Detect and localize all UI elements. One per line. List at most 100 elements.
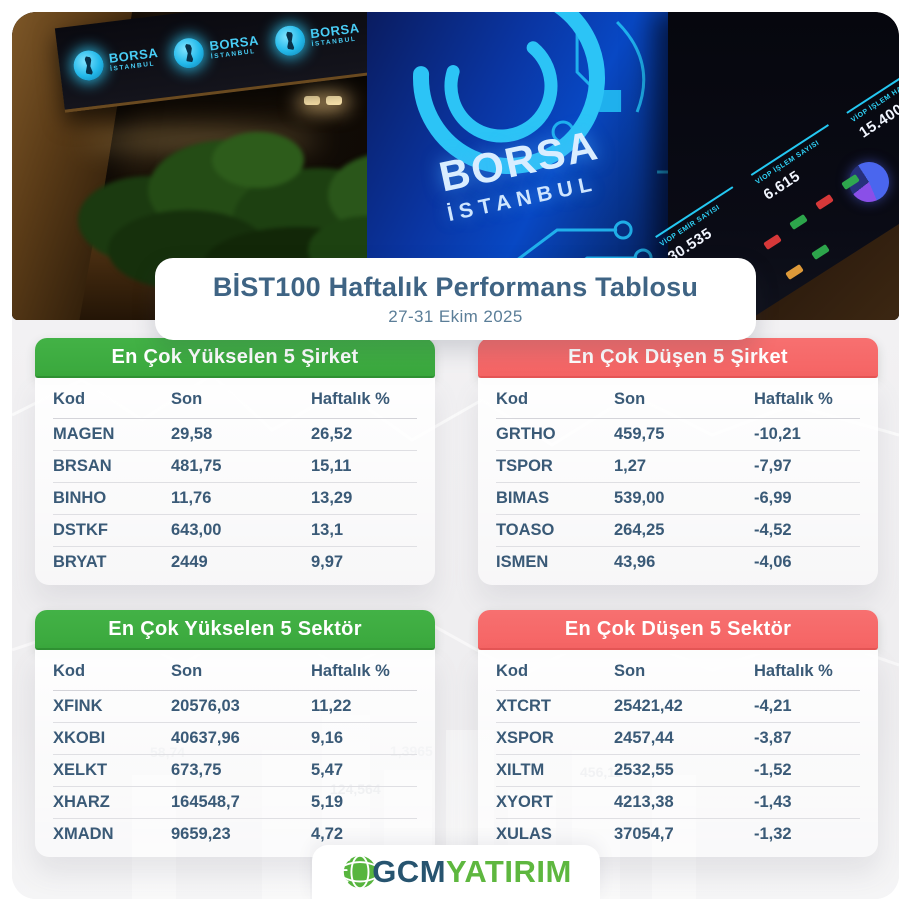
table-row: XFINK 20576,03 11,22 [53,691,417,723]
table-header-bar: En Çok Düşen 5 Şirket [478,338,878,378]
table-cell: 11,76 [171,489,212,507]
tables-area: 58,74 1,3965 124,564 456,12 En Çok Yükse… [12,320,899,899]
table-cell: 643,00 [171,521,222,539]
table-cell: 20576,03 [171,697,240,715]
ticker-chip [811,244,831,260]
table-row: XMADN 9659,23 4,72 [53,819,417,850]
table-cell: BRSAN [53,457,112,475]
table-row: XYORT 4213,38 -1,43 [496,787,860,819]
table-title: En Çok Yükselen 5 Şirket [111,345,359,368]
borsa-sign-logo: BORSA İSTANBUL [273,17,361,58]
table-cell: 164548,7 [171,793,240,811]
table-cell: 9,97 [311,553,344,571]
table-row: DSTKF 643,00 13,1 [53,515,417,547]
table-cell: 25421,42 [614,697,683,715]
board-stat: VİOP İŞLEM SAYISI 6.615 [751,124,848,204]
table-row: TSPOR 1,27 -7,97 [496,451,860,483]
table-cell: TSPOR [496,457,553,475]
table-row: MAGEN 29,58 26,52 [53,419,417,451]
table-column-headers: Kod Son Haftalık % [53,650,417,691]
table-cell: XULAS [496,825,552,843]
table-cell: XFINK [53,697,103,715]
table-top-loser-companies: En Çok Düşen 5 Şirket Kod Son Haftalık %… [478,338,878,585]
table-cell: 29,58 [171,425,213,443]
table-title: En Çok Düşen 5 Sektör [564,617,792,640]
table-cell: MAGEN [53,425,115,443]
table-cell: -6,99 [754,489,792,507]
board-stats: VİOP EMİR SAYISI 30.535 VİOP İŞLEM SAYIS… [655,29,899,266]
table-column-headers: Kod Son Haftalık % [496,378,860,419]
column-header: Son [171,662,203,680]
table-cell: XHARZ [53,793,110,811]
table-cell: 11,22 [311,697,352,715]
gcm-yatirim-logo: GCM YATIRIM [312,845,600,899]
table-title: En Çok Yükselen 5 Sektör [108,617,362,640]
table-cell: -3,87 [754,729,792,747]
table-cell: 673,75 [171,761,222,779]
ticker-chip [815,194,835,210]
globe-icon [340,854,377,890]
table-cell: 5,19 [311,793,344,811]
logo-text-yatirim: YATIRIM [446,854,572,889]
table-top-gainer-sectors: En Çok Yükselen 5 Sektör Kod Son Haftalı… [35,610,435,857]
table-row: BIMAS 539,00 -6,99 [496,483,860,515]
table-cell: 9,16 [311,729,344,747]
table-cell: 5,47 [311,761,344,779]
table-row: ISMEN 43,96 -4,06 [496,547,860,578]
table-cell: XILTM [496,761,545,779]
infographic-card: BORSA İSTANBUL BORSA İSTANBUL BORSA İSTA… [12,12,899,899]
column-header: Kod [53,390,86,408]
borsa-sign-logo: BORSA İSTANBUL [71,42,160,83]
table-cell: 459,75 [614,425,665,443]
ticker-chip [763,234,783,250]
ticker-chip [789,214,809,230]
ticker-chip [785,264,805,280]
table-cell: -7,97 [754,457,792,475]
table-cell: XSPOR [496,729,554,747]
table-row: XSPOR 2457,44 -3,87 [496,723,860,755]
table-cell: 26,52 [311,425,353,443]
page-title: BİST100 Haftalık Performans Tablosu [212,271,699,302]
borsa-logo-icon [172,36,207,70]
table-cell: BIMAS [496,489,550,507]
column-header: Kod [496,662,529,680]
table-column-headers: Kod Son Haftalık % [496,650,860,691]
table-row: BRSAN 481,75 15,11 [53,451,417,483]
column-header: Haftalık % [311,662,390,680]
table-cell: 43,96 [614,553,656,571]
table-cell: 264,25 [614,521,665,539]
table-cell: ISMEN [496,553,549,571]
table-cell: 2532,55 [614,761,674,779]
table-cell: -1,43 [754,793,792,811]
borsa-crescent-logo [412,12,605,174]
table-top-loser-sectors: En Çok Düşen 5 Sektör Kod Son Haftalık %… [478,610,878,857]
table-header-bar: En Çok Yükselen 5 Şirket [35,338,435,378]
table-row: TOASO 264,25 -4,52 [496,515,860,547]
table-cell: 2449 [171,553,208,571]
table-cell: XKOBI [53,729,106,747]
table-cell: 9659,23 [171,825,231,843]
table-cell: 37054,7 [614,825,674,843]
column-header: Kod [496,390,529,408]
table-header-bar: En Çok Yükselen 5 Sektör [35,610,435,650]
table-cell: 481,75 [171,457,222,475]
table-cell: -1,32 [754,825,792,843]
table-cell: -4,06 [754,553,792,571]
borsa-logo-icon [273,24,307,58]
table-row: BRYAT 2449 9,97 [53,547,417,578]
table-cell: 539,00 [614,489,665,507]
borsa-sign-logo: BORSA İSTANBUL [172,30,261,70]
table-cell: XYORT [496,793,553,811]
logo-text-gcm: GCM [372,854,447,889]
table-title: En Çok Düşen 5 Şirket [568,345,788,368]
table-cell: 13,1 [311,521,344,539]
table-cell: 1,27 [614,457,647,475]
table-cell: BINHO [53,489,107,507]
board-stat: VİOP İŞLEM HACMİ 15.400 [846,62,899,142]
table-row: XILTM 2532,55 -1,52 [496,755,860,787]
table-cell: TOASO [496,521,555,539]
table-cell: GRTHO [496,425,556,443]
column-header: Haftalık % [311,390,390,408]
table-cell: -1,52 [754,761,792,779]
table-row: XTCRT 25421,42 -4,21 [496,691,860,723]
